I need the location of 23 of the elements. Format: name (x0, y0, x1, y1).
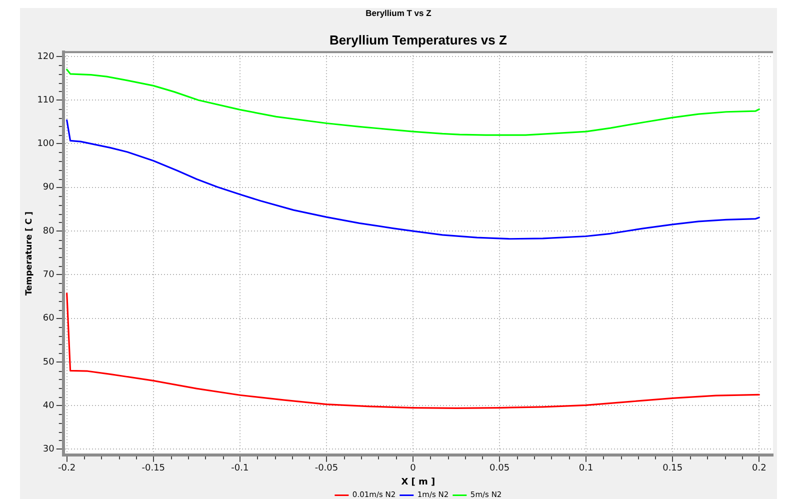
x-tick-label: -0.15 (142, 464, 166, 474)
y-tick-label: 30 (42, 444, 55, 455)
x-tick-label: 0.2 (752, 464, 766, 474)
x-tick-label: 0.05 (490, 464, 510, 474)
y-tick-label: 50 (42, 357, 55, 368)
y-tick-label: 60 (42, 314, 55, 324)
text: Beryllium T vs Z (364, 8, 432, 18)
y-tick-label: 100 (37, 139, 55, 150)
y-tick-label: 110 (37, 95, 55, 106)
x-tick-label: 0.15 (662, 464, 683, 474)
y-tick-label: 120 (37, 52, 55, 62)
y-tick-label: 90 (42, 182, 55, 193)
y-axis-title: Temperature [ C ] (24, 211, 34, 296)
x-tick-label: 0 (410, 464, 416, 474)
x-tick-label: -0.05 (314, 464, 338, 474)
y-tick-label: 70 (42, 270, 55, 280)
y-tick-label: 40 (42, 400, 55, 411)
y-tick-label: 80 (42, 226, 55, 236)
chart-title: Beryllium Temperatures vs Z (329, 32, 507, 48)
x-tick-label: -0.2 (58, 464, 76, 474)
x-tick-label: 0.1 (578, 464, 594, 474)
x-tick-label: -0.1 (231, 464, 249, 474)
x-axis-title: X [ m ] (401, 477, 436, 488)
